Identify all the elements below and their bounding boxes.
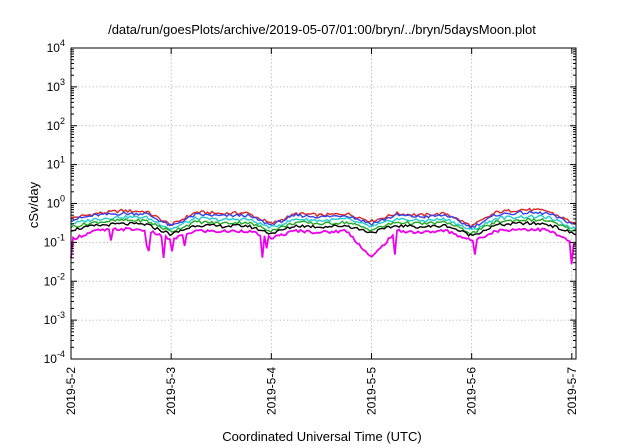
- series-line: [70, 220, 577, 237]
- x-tick-label: 2019-5-2: [64, 367, 78, 415]
- grid: [71, 48, 576, 359]
- x-tick-label: 2019-5-5: [364, 367, 378, 415]
- y-tick-label: 104: [47, 38, 65, 55]
- series-line: [70, 214, 577, 231]
- y-tick-label: 102: [47, 116, 65, 133]
- y-tick-label: 101: [47, 155, 65, 172]
- x-tick-label: 2019-5-7: [565, 367, 579, 415]
- y-tick-label: 10-3: [44, 310, 65, 327]
- x-tick-label: 2019-5-4: [264, 367, 278, 415]
- y-tick-label: 10-2: [44, 271, 65, 288]
- tick-layer: 10-4 10-3 10-2 10-1 100 101 102 103 104 2019-5-2 2…: [44, 38, 579, 415]
- y-tick-label: 100: [47, 194, 65, 211]
- y-tick-label: 10-4: [44, 349, 65, 366]
- y-tick-label: 103: [47, 77, 65, 94]
- series-line: [70, 227, 576, 265]
- x-tick-label: 2019-5-3: [164, 367, 178, 415]
- y-tick-label: 10-1: [44, 232, 65, 249]
- x-tick-label: 2019-5-6: [465, 367, 479, 415]
- plot-frame: [70, 47, 577, 360]
- y-axis-label: cSv/day: [26, 181, 41, 228]
- chart-title: /data/run/goesPlots/archive/2019-05-07/0…: [108, 22, 536, 37]
- series-line: [70, 217, 576, 236]
- x-axis-label: Coordinated Universal Time (UTC): [222, 429, 421, 444]
- series-line: [70, 210, 576, 230]
- series-layer: [70, 207, 577, 265]
